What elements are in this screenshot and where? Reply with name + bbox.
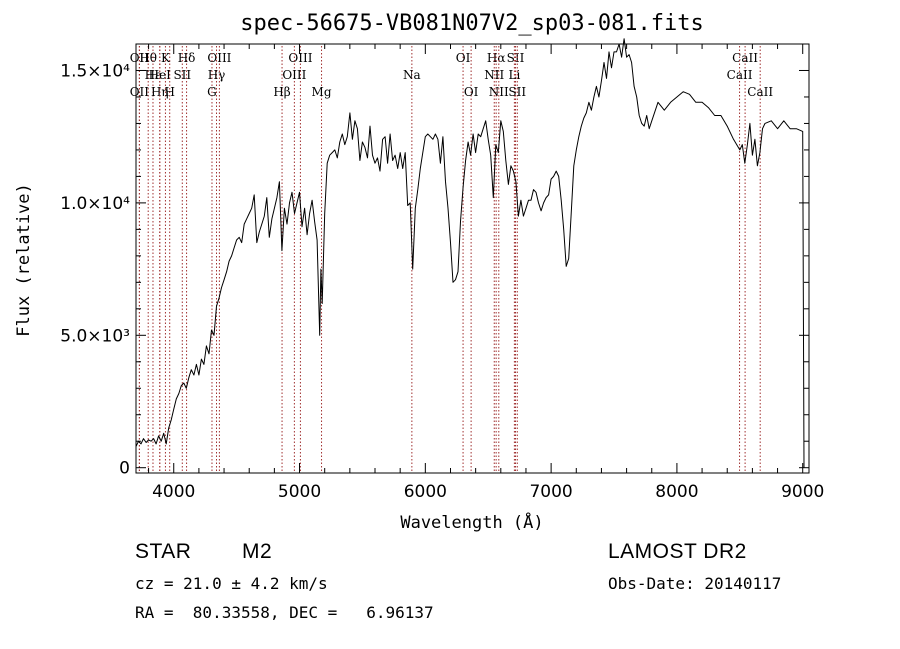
x-tick-label-5: 9000 bbox=[781, 482, 824, 502]
line-marker-label-20: Hα bbox=[487, 51, 506, 65]
line-marker-label-2: OII bbox=[130, 85, 150, 99]
line-marker-label-26: CaII bbox=[732, 51, 758, 65]
line-marker-label-16: Mg bbox=[312, 85, 332, 99]
y-tick-label-1: 5.0×10³ bbox=[60, 326, 130, 346]
line-marker-label-10: OIII bbox=[207, 51, 231, 65]
x-axis-ticks: 4000 5000 6000 7000 8000 9000 bbox=[148, 44, 824, 502]
x-tick-label-2: 6000 bbox=[404, 482, 447, 502]
observation-date: Obs-Date: 20140117 bbox=[608, 574, 782, 593]
redshift-value: cz = 21.0 ± 4.2 km/s bbox=[135, 574, 328, 593]
line-marker-label-25: SII bbox=[508, 85, 526, 99]
line-marker-label-23: SII bbox=[507, 51, 525, 65]
line-marker-label-17: Na bbox=[403, 68, 421, 82]
x-axis-label: Wavelength (Å) bbox=[400, 511, 543, 533]
line-marker-label-24: Li bbox=[508, 68, 520, 82]
survey-name: LAMOST DR2 bbox=[608, 540, 747, 563]
line-marker-label-15: OIII bbox=[282, 68, 306, 82]
y-tick-label-0: 0 bbox=[119, 459, 130, 479]
y-axis-label: Flux (relative) bbox=[14, 183, 34, 337]
plot-frame bbox=[135, 43, 810, 474]
line-marker-label-27: CaII bbox=[727, 68, 753, 82]
line-marker-label-18: OI bbox=[456, 51, 471, 65]
line-marker-label-22: NII bbox=[489, 85, 509, 99]
x-tick-label-1: 5000 bbox=[278, 482, 321, 502]
line-marker-label-7: H bbox=[164, 85, 174, 99]
line-marker-label-28: CaII bbox=[747, 85, 773, 99]
object-subclass: M2 bbox=[242, 540, 273, 563]
spectrum-line-0 bbox=[135, 38, 805, 468]
line-marker-label-14: OIII bbox=[288, 51, 312, 65]
coordinates: RA = 80.33558, DEC = 6.96137 bbox=[135, 603, 434, 622]
line-marker-label-5: K bbox=[161, 51, 171, 65]
line-marker-label-3: Hε bbox=[145, 68, 162, 82]
x-tick-label-4: 8000 bbox=[655, 482, 698, 502]
line-marker-label-8: SII bbox=[173, 68, 191, 82]
line-marker-label-9: Hδ bbox=[178, 51, 196, 65]
line-marker-label-12: G bbox=[207, 85, 217, 99]
object-class: STAR bbox=[135, 540, 192, 563]
series-layer bbox=[135, 38, 805, 468]
line-marker-label-13: Hβ bbox=[273, 85, 290, 99]
y-axis-ticks: 0 5.0×10³ 1.0×10⁴ 1.5×10⁴ bbox=[60, 61, 809, 479]
x-tick-label-0: 4000 bbox=[152, 482, 195, 502]
chart-title: spec-56675-VB081N07V2_sp03-081.fits bbox=[240, 11, 704, 36]
line-marker-label-19: OI bbox=[464, 85, 479, 99]
line-marker-label-11: Hγ bbox=[208, 68, 226, 82]
x-tick-label-3: 7000 bbox=[529, 482, 572, 502]
y-tick-label-2: 1.0×10⁴ bbox=[60, 194, 130, 214]
line-marker-label-6: HeI bbox=[149, 68, 172, 82]
y-tick-label-3: 1.5×10⁴ bbox=[60, 61, 130, 81]
line-marker-label-21: NII bbox=[484, 68, 504, 82]
